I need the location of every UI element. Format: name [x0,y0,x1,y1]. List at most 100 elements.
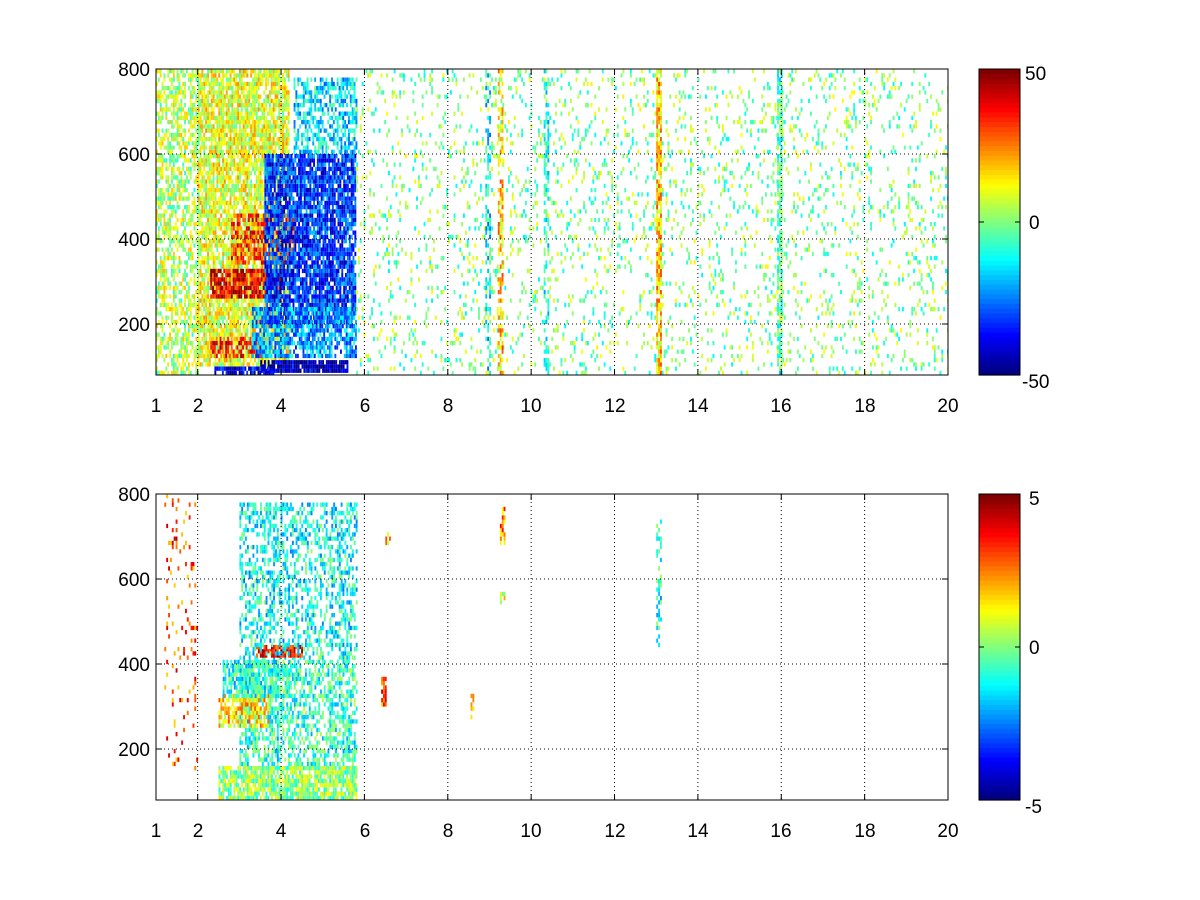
heatmap-cell [161,298,164,303]
heatmap-cell [257,192,260,197]
heatmap-cell [290,268,293,274]
heatmap-cell [199,124,202,129]
heatmap-cell [167,183,170,188]
heatmap-cell [272,239,275,244]
heatmap-cell [231,362,234,367]
heatmap-cell [255,285,258,291]
heatmap-cell [169,281,171,286]
heatmap-cell [239,73,241,78]
heatmap-cell [163,90,166,95]
heatmap-cell [195,370,198,376]
heatmap-cell [242,341,245,346]
heatmap-cell [201,294,204,299]
heatmap-cell [263,103,266,108]
heatmap-cell [235,162,238,167]
heatmap-cell [261,298,264,303]
heatmap-cell [290,213,293,218]
heatmap-cell [234,243,237,248]
heatmap-cell [227,81,230,87]
heatmap-cell [266,213,269,218]
heatmap-cell [219,268,222,274]
heatmap-cell [222,103,224,108]
heatmap-cell [165,247,168,252]
heatmap-cell [244,188,247,193]
heatmap-cell [277,226,280,231]
heatmap-cell [171,239,173,244]
heatmap-cell [274,200,277,206]
heatmap-cell [212,166,215,172]
heatmap-cell [233,311,236,316]
heatmap-cell [222,179,224,184]
heatmap-cell [191,94,194,99]
heatmap-cell [250,90,253,95]
heatmap-cell [263,98,266,104]
heatmap-cell [199,324,202,329]
heatmap-cell [210,81,213,87]
heatmap-cell [240,247,243,252]
heatmap-cell [242,188,245,193]
heatmap-cell [298,243,300,248]
heatmap-cell [271,230,274,235]
heatmap-cell [174,103,177,108]
heatmap-cell [276,243,278,248]
heatmap-cell [174,311,177,316]
heatmap-cell [167,69,170,74]
heatmap-cell [268,290,270,295]
heatmap-cell [201,81,204,87]
heatmap-cell [187,141,190,146]
heatmap-cell [225,349,228,354]
heatmap-cell [257,175,260,180]
heatmap-cell [203,260,206,265]
heatmap-cell [218,188,221,193]
heatmap-cell [157,179,160,184]
heatmap-cell [285,128,288,133]
heatmap-cell [286,234,289,240]
heatmap-cell [286,285,289,291]
heatmap-cell [208,179,211,184]
heatmap-cell [264,162,267,167]
heatmap-cell [240,281,243,286]
heatmap-cell [278,175,281,180]
heatmap-cell [288,166,291,172]
heatmap-cell [199,251,202,257]
heatmap-cell [229,149,232,154]
heatmap-cell [235,324,238,329]
heatmap-cell [180,349,183,354]
heatmap-cell [210,281,213,286]
heatmap-cell [271,273,274,278]
heatmap-cell [238,349,241,354]
heatmap-cell [250,137,253,142]
heatmap-cell [288,277,291,282]
heatmap-cell [231,120,234,125]
heatmap-cell [201,98,204,104]
heatmap-cell [287,98,290,104]
heatmap-cell [270,205,272,210]
heatmap-cell [273,205,276,210]
heatmap-cell [176,247,179,252]
heatmap-cell [201,137,204,142]
heatmap-cell [290,166,293,172]
heatmap-cell [283,247,285,252]
heatmap-cell [161,353,164,359]
heatmap-cell [212,336,215,342]
heatmap-cell [182,69,185,74]
heatmap-cell [228,294,231,299]
heatmap-cell [222,120,224,125]
heatmap-cell [197,132,200,138]
heatmap-cell [199,120,202,125]
heatmap-cell [161,115,164,121]
heatmap-cell [222,264,224,269]
heatmap-cell [239,345,241,350]
heatmap-cell [231,247,233,252]
heatmap-cell [220,213,223,218]
heatmap-cell [257,120,260,125]
heatmap-cell [288,179,291,184]
heatmap-cell [212,349,214,354]
heatmap-cell [246,90,249,95]
heatmap-cell [210,77,213,82]
heatmap-cell [210,302,213,308]
heatmap-cell [262,243,265,248]
heatmap-cell [303,200,306,206]
heatmap-cell [212,175,215,180]
heatmap-cell [180,111,183,116]
